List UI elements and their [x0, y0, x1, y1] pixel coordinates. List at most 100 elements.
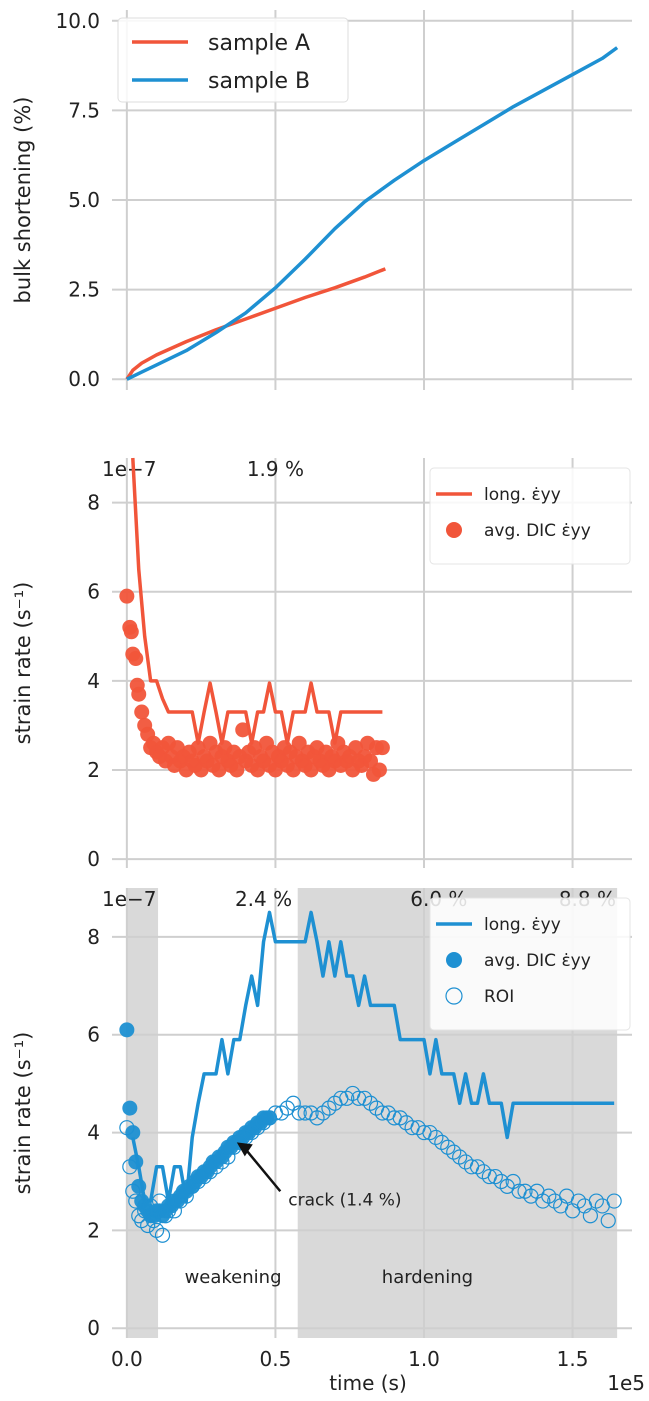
data-point-2 — [541, 1188, 557, 1204]
data-point-2 — [140, 1217, 156, 1234]
data-point-1 — [131, 1178, 147, 1194]
data-point-1 — [125, 1125, 141, 1141]
data-point-1 — [123, 624, 139, 640]
panel-bulk-shortening: 0.0 2.5 5.0 7.5 10.0 bulk shortening (%) sampl… — [11, 9, 632, 391]
series-line-0 — [131, 457, 383, 745]
data-point-1 — [371, 762, 387, 778]
data-point-2 — [392, 1110, 408, 1126]
data-point-2 — [517, 1183, 533, 1199]
legend-label: long. ε̇yy — [484, 915, 561, 935]
legend-swatch — [446, 952, 462, 968]
data-point-2 — [196, 1168, 212, 1185]
data-point-2 — [208, 1159, 224, 1175]
region-label: hardening — [382, 1267, 473, 1288]
y-tick-label: 4 — [87, 1121, 100, 1145]
x-tick-label: 1.0 — [408, 1347, 440, 1371]
data-point-2 — [250, 1120, 266, 1136]
annotation-text: 2.4 % — [235, 887, 292, 911]
y-axis-label: bulk shortening (%) — [11, 97, 35, 304]
data-point-2 — [202, 1164, 218, 1180]
legend-label: sample A — [208, 31, 310, 56]
annotation-text: 1.9 % — [247, 457, 304, 481]
y-tick-label: 5.0 — [68, 188, 100, 212]
data-point-2 — [157, 1208, 174, 1224]
data-point-2 — [315, 1105, 331, 1121]
data-point-2 — [469, 1159, 486, 1175]
legend-label: avg. DIC ε̇yy — [484, 951, 591, 971]
data-point-2 — [184, 1178, 200, 1194]
data-point-2 — [339, 1090, 355, 1106]
data-point-2 — [452, 1149, 468, 1165]
data-point-2 — [255, 1115, 272, 1131]
x-tick-label: 0.0 — [111, 1347, 143, 1371]
y-axis-label: strain rate (s⁻¹) — [11, 1032, 35, 1195]
data-point-2 — [422, 1124, 438, 1141]
data-point-2 — [172, 1193, 188, 1209]
data-point-2 — [535, 1193, 551, 1209]
data-point-2 — [606, 1193, 622, 1209]
y-axis-label: strain rate (s⁻¹) — [11, 582, 35, 745]
y-tick-label: 0 — [87, 1316, 100, 1340]
data-point-2 — [160, 1203, 177, 1219]
data-point-2 — [291, 1105, 307, 1121]
data-point-2 — [151, 1193, 168, 1209]
data-point-2 — [356, 1090, 373, 1106]
legend-label: long. ε̇yy — [484, 485, 561, 505]
y-tick-label: 0 — [87, 847, 100, 871]
data-point-2 — [582, 1208, 599, 1224]
legend-label: ROI — [484, 987, 514, 1007]
legend-box — [429, 897, 631, 1031]
legend-label: avg. DIC ε̇yy — [484, 521, 591, 541]
y-offset-text: 1e−7 — [102, 887, 157, 911]
data-point-2 — [446, 1144, 462, 1160]
panel-strain-rate-sample-a: 0 2 4 6 8 strain rate (s⁻¹) 1e−7 1.9 % long. ε̇y… — [11, 457, 632, 871]
y-tick-label: 4 — [87, 669, 100, 693]
data-point-1 — [119, 1022, 135, 1038]
region-label: weakening — [185, 1267, 282, 1288]
y-tick-label: 2 — [87, 758, 100, 782]
y-tick-label: 8 — [87, 925, 100, 949]
data-point-2 — [154, 1227, 171, 1243]
x-tick-label: 0.5 — [260, 1347, 292, 1371]
data-point-2 — [487, 1168, 503, 1185]
data-point-2 — [232, 1134, 248, 1150]
y-tick-label: 0.0 — [68, 367, 100, 391]
y-tick-label: 6 — [87, 1023, 100, 1047]
data-point-2 — [190, 1173, 206, 1190]
y-tick-label: 2 — [87, 1218, 100, 1242]
data-point-1 — [128, 651, 144, 667]
data-point-1 — [119, 588, 135, 604]
data-point-1 — [131, 686, 147, 702]
data-point-2 — [273, 1105, 289, 1121]
series-line-0 — [125, 267, 387, 381]
y-tick-label: 7.5 — [68, 98, 100, 122]
y-tick-label: 2.5 — [68, 278, 100, 302]
data-point-2 — [143, 1198, 159, 1214]
series-line-1 — [126, 46, 619, 381]
data-point-2 — [125, 1183, 141, 1199]
legend-label: sample B — [208, 69, 310, 94]
data-point-2 — [214, 1154, 230, 1170]
data-point-2 — [137, 1203, 153, 1219]
data-point-2 — [119, 1120, 135, 1136]
y-tick-label: 6 — [87, 580, 100, 604]
data-point-2 — [428, 1129, 444, 1146]
data-point-2 — [600, 1213, 616, 1229]
annotation-arrow-line — [243, 1147, 282, 1193]
y-tick-label: 10.0 — [55, 9, 100, 33]
data-point-2 — [321, 1100, 337, 1116]
y-offset-text: 1e−7 — [102, 457, 157, 481]
data-point-2 — [493, 1173, 509, 1190]
data-point-1 — [261, 1110, 277, 1126]
x-axis-label: time (s) — [329, 1371, 407, 1395]
data-point-1 — [134, 704, 150, 720]
data-point-1 — [235, 722, 251, 738]
data-point-2 — [440, 1139, 456, 1155]
data-point-2 — [148, 1222, 165, 1238]
data-point-2 — [244, 1124, 260, 1141]
data-point-2 — [570, 1193, 587, 1209]
annotation-arrow-head — [236, 1142, 253, 1157]
data-point-1 — [128, 1154, 144, 1170]
legend-swatch — [445, 987, 463, 1005]
